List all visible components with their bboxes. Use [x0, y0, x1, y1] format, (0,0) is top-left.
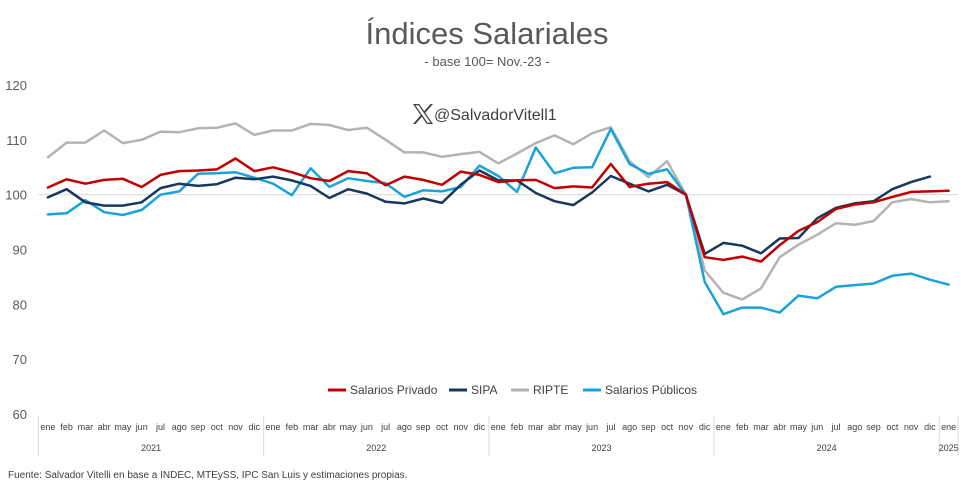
- year-label: 2024: [817, 443, 837, 453]
- x-tick-label: may: [114, 422, 132, 432]
- x-tick-label: feb: [736, 422, 749, 432]
- y-tick-label: 70: [13, 352, 27, 367]
- y-tick-label: 60: [13, 407, 27, 422]
- year-label: 2022: [366, 443, 386, 453]
- x-tick-label: abr: [98, 422, 111, 432]
- x-tick-label: feb: [286, 422, 299, 432]
- x-tick-label: jun: [135, 422, 148, 432]
- series-line-sipa: [46, 169, 932, 256]
- x-tick-label: ene: [716, 422, 731, 432]
- x-tick-label: ene: [40, 422, 55, 432]
- x-axis: ene feb mar abr may jun jul ago sep oct nov dic ene f…: [38, 416, 959, 456]
- series-line-ripte: [46, 122, 950, 301]
- x-tick-label: feb: [60, 422, 73, 432]
- x-tick-label: jul: [831, 422, 841, 432]
- x-tick-label: mar: [528, 422, 544, 432]
- x-tick-label: nov: [679, 422, 694, 432]
- x-tick-label: ene: [266, 422, 281, 432]
- x-tick-label: abr: [323, 422, 336, 432]
- x-tick-label: oct: [886, 422, 899, 432]
- chart-subtitle: - base 100= Nov.-23 -: [424, 54, 549, 69]
- series-line-salarios-privado: [46, 157, 950, 263]
- legend-label: SIPA: [471, 383, 497, 397]
- x-tick-label: ago: [622, 422, 637, 432]
- x-tick-label: dic: [699, 422, 711, 432]
- x-tick-label: dic: [474, 422, 486, 432]
- x-tick-label: abr: [773, 422, 786, 432]
- legend-item: RIPTE: [511, 383, 568, 397]
- x-tick-label: oct: [211, 422, 224, 432]
- legend-item: Salarios Públicos: [583, 383, 697, 397]
- x-tick-label: jul: [380, 422, 390, 432]
- y-tick-label: 90: [13, 243, 27, 258]
- legend-item: Salarios Privado: [328, 383, 438, 397]
- y-axis: 60 70 80 90 100 110 120: [5, 78, 27, 422]
- x-tick-label: nov: [228, 422, 243, 432]
- year-label: 2025: [939, 443, 959, 453]
- chart-title: Índices Salariales: [366, 16, 609, 51]
- x-tick-label: jun: [360, 422, 373, 432]
- y-tick-label: 100: [5, 188, 27, 203]
- legend-label: RIPTE: [533, 383, 568, 397]
- watermark-handle: @SalvadorVitell1: [434, 107, 557, 124]
- x-tick-label: oct: [436, 422, 449, 432]
- x-tick-label: feb: [511, 422, 524, 432]
- series-layer: [46, 122, 950, 316]
- x-tick-label: ago: [172, 422, 187, 432]
- source-note: Fuente: Salvador Vitelli en base a INDEC…: [8, 470, 408, 481]
- x-tick-label: jul: [155, 422, 165, 432]
- x-tick-label: abr: [548, 422, 561, 432]
- x-tick-label: jul: [605, 422, 615, 432]
- x-tick-label: may: [790, 422, 808, 432]
- watermark: @SalvadorVitell1: [413, 104, 557, 124]
- x-tick-label: may: [340, 422, 358, 432]
- year-label: 2021: [141, 443, 161, 453]
- x-tick-label: nov: [453, 422, 468, 432]
- x-logo-icon: [413, 104, 433, 124]
- x-tick-label: ago: [397, 422, 412, 432]
- x-tick-label: sep: [416, 422, 431, 432]
- x-tick-label: mar: [753, 422, 769, 432]
- legend-item: SIPA: [449, 383, 497, 397]
- x-tick-label: sep: [191, 422, 206, 432]
- legend-label: Salarios Privado: [350, 383, 438, 397]
- y-tick-label: 110: [6, 133, 27, 148]
- x-tick-label: sep: [866, 422, 881, 432]
- x-tick-label: dic: [249, 422, 261, 432]
- x-tick-label: nov: [904, 422, 919, 432]
- x-tick-label: jun: [585, 422, 598, 432]
- year-label: 2023: [591, 443, 611, 453]
- y-tick-label: 80: [13, 297, 27, 312]
- x-tick-label: sep: [641, 422, 656, 432]
- x-tick-label: jun: [810, 422, 823, 432]
- x-tick-label: dic: [924, 422, 936, 432]
- y-tick-label: 120: [5, 78, 27, 93]
- x-tick-label: ago: [847, 422, 862, 432]
- x-tick-label: ene: [491, 422, 506, 432]
- x-tick-label: mar: [303, 422, 319, 432]
- x-tick-label: may: [565, 422, 583, 432]
- legend: Salarios Privado SIPA RIPTE Salarios Públic…: [328, 383, 697, 397]
- legend-label: Salarios Públicos: [605, 383, 697, 397]
- series-line-salarios-publicos: [46, 127, 950, 316]
- x-tick-label: oct: [661, 422, 674, 432]
- x-tick-label: mar: [78, 422, 94, 432]
- x-tick-label: ene: [941, 422, 956, 432]
